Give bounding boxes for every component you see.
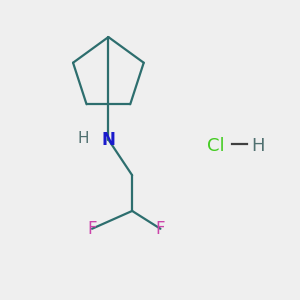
Text: N: N <box>101 130 115 148</box>
Text: F: F <box>156 220 165 238</box>
Text: Cl: Cl <box>207 136 224 154</box>
Text: H: H <box>77 130 89 146</box>
Text: H: H <box>252 136 265 154</box>
Text: F: F <box>87 220 97 238</box>
